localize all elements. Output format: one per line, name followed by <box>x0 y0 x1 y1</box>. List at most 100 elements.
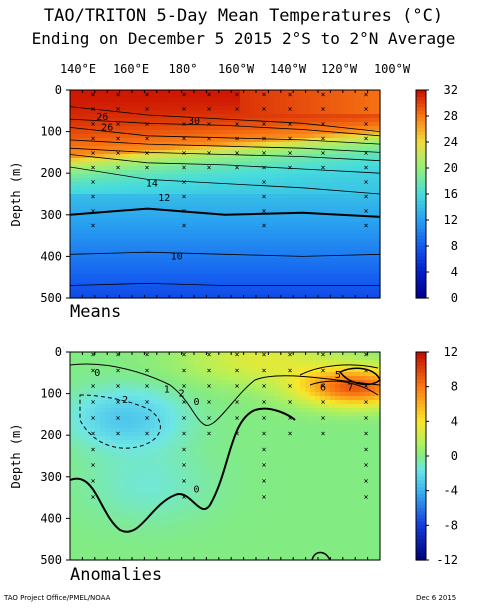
sample-marker: × <box>262 148 267 157</box>
sample-marker: × <box>116 366 121 375</box>
sample-marker: × <box>364 413 369 422</box>
sample-marker: × <box>321 163 326 172</box>
sample-marker: × <box>262 221 267 230</box>
sample-marker: × <box>145 398 150 407</box>
sample-marker: × <box>207 350 212 359</box>
sample-marker: × <box>91 492 96 501</box>
sample-marker: × <box>235 119 240 128</box>
sample-marker: × <box>145 105 150 114</box>
means-colorbar: 32 28 24 20 16 12 8 4 0 <box>415 83 458 305</box>
sample-marker: × <box>182 221 187 230</box>
sample-marker: × <box>182 461 187 470</box>
colorbar-tick-label: 4 <box>451 265 458 279</box>
sample-marker: × <box>145 382 150 391</box>
sample-marker: × <box>235 429 240 438</box>
sample-marker: × <box>262 134 267 143</box>
sample-marker: × <box>321 366 326 375</box>
sample-marker: × <box>364 492 369 501</box>
sample-marker: × <box>182 350 187 359</box>
sample-marker: × <box>91 429 96 438</box>
sample-marker: × <box>321 134 326 143</box>
sample-marker: × <box>321 429 326 438</box>
sample-marker: × <box>182 207 187 216</box>
sample-marker: × <box>91 119 96 128</box>
sample-marker: × <box>182 413 187 422</box>
y-tick-label: 300 <box>40 470 62 484</box>
sample-marker: × <box>182 366 187 375</box>
sample-marker: × <box>182 398 187 407</box>
sample-marker: × <box>235 90 240 99</box>
y-tick-label: 0 <box>55 345 62 359</box>
colorbar-tick-label: 28 <box>444 109 458 123</box>
sample-marker: × <box>116 413 121 422</box>
anomalies-heatmap <box>70 352 381 561</box>
sample-marker: × <box>207 105 212 114</box>
sample-marker: × <box>207 148 212 157</box>
sample-marker: × <box>288 398 293 407</box>
sample-marker: × <box>321 148 326 157</box>
sample-marker: × <box>182 382 187 391</box>
y-tick-label: 100 <box>40 125 62 139</box>
plot-frame <box>69 351 381 561</box>
sample-marker: × <box>116 119 121 128</box>
sample-marker: × <box>235 366 240 375</box>
sample-marker: × <box>182 90 187 99</box>
lon-label: 160°E <box>112 62 150 76</box>
sample-marker: × <box>182 477 187 486</box>
sample-marker: × <box>116 350 121 359</box>
sample-marker: × <box>91 105 96 114</box>
sample-marker: × <box>91 461 96 470</box>
means-axes: 0 100 200 300 400 500 Depth (m) <box>9 83 381 305</box>
sample-marker: × <box>235 148 240 157</box>
isotherm-line <box>69 106 381 132</box>
sample-marker: × <box>321 382 326 391</box>
y-tick-label: 400 <box>40 249 62 263</box>
positive-contour <box>299 364 379 396</box>
sample-marker: × <box>321 413 326 422</box>
sample-marker: × <box>91 398 96 407</box>
colorbar-tick-label: 24 <box>444 135 458 149</box>
y-tick-label: 200 <box>40 428 62 442</box>
sample-marker: × <box>288 413 293 422</box>
sample-marker: × <box>321 398 326 407</box>
colorbar-tick-label: -8 <box>444 518 458 532</box>
sample-marker: × <box>288 163 293 172</box>
sample-marker: × <box>364 382 369 391</box>
anomalies-panel-label: Anomalies <box>70 565 163 585</box>
y-tick-label: 200 <box>40 166 62 180</box>
sample-marker: × <box>364 105 369 114</box>
sample-marker: × <box>262 350 267 359</box>
sample-marker: × <box>91 221 96 230</box>
chart-title: TAO/TRITON 5-Day Mean Temperatures (°C) <box>43 6 444 26</box>
means-heatmap <box>70 90 381 299</box>
chart-subtitle: Ending on December 5 2015 2°S to 2°N Ave… <box>31 29 456 48</box>
sample-marker: × <box>182 445 187 454</box>
sample-marker: × <box>321 350 326 359</box>
sample-marker: × <box>116 382 121 391</box>
colorbar-tick-label: 12 <box>444 345 458 359</box>
zero-contour <box>69 407 296 533</box>
sample-marker: × <box>321 90 326 99</box>
sample-marker: × <box>262 178 267 187</box>
sample-marker: × <box>182 119 187 128</box>
sample-marker: × <box>116 163 121 172</box>
sample-marker: × <box>364 207 369 216</box>
sample-marker: × <box>116 429 121 438</box>
sample-marker: × <box>207 90 212 99</box>
sample-marker: × <box>91 178 96 187</box>
longitude-axis-labels: 140°E 160°E 180° 160°W 140°W 120°W 100°W <box>0 62 487 80</box>
sample-marker: × <box>182 192 187 201</box>
colorbar-tick-label: 8 <box>451 380 458 394</box>
sample-marker: × <box>207 119 212 128</box>
zero-contour <box>69 363 381 426</box>
sample-marker: × <box>207 134 212 143</box>
isotherm-line <box>69 147 381 162</box>
contour-label: 5 <box>335 370 341 381</box>
sample-marker: × <box>321 105 326 114</box>
isotherm-line <box>69 139 381 153</box>
sample-marker: × <box>262 192 267 201</box>
sample-marker: × <box>91 148 96 157</box>
colorbar-tick-label: 20 <box>444 161 458 175</box>
